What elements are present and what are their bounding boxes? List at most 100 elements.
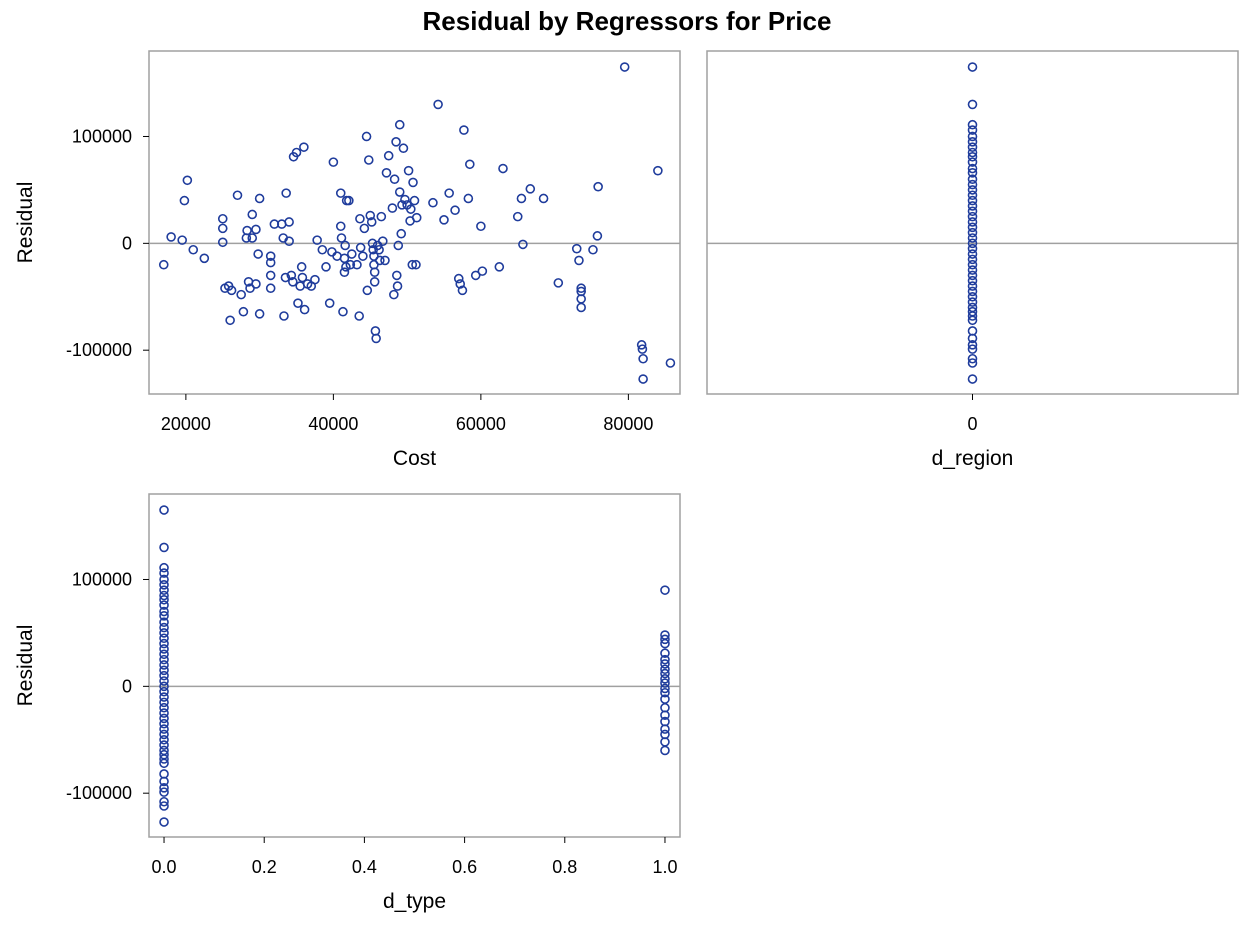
data-point xyxy=(159,580,169,590)
y-tick-label: 0 xyxy=(122,676,132,696)
data-point xyxy=(660,664,670,675)
data-point xyxy=(967,137,978,147)
data-point xyxy=(574,255,584,266)
data-point xyxy=(967,238,978,249)
data-point xyxy=(265,251,276,261)
data-point xyxy=(967,291,978,302)
data-point xyxy=(459,125,469,135)
data-point xyxy=(166,232,176,242)
data-point xyxy=(347,249,357,259)
data-point xyxy=(967,190,978,201)
data-point xyxy=(967,374,978,384)
data-point xyxy=(159,686,169,697)
data-point xyxy=(159,633,169,644)
data-point xyxy=(177,235,187,245)
data-point xyxy=(967,340,978,350)
data-point xyxy=(159,796,169,807)
data-point xyxy=(660,634,670,645)
data-point xyxy=(571,243,582,254)
y-axis-label: Residual xyxy=(14,625,37,707)
data-point xyxy=(355,213,365,224)
data-point xyxy=(365,210,376,221)
data-point xyxy=(476,221,486,232)
x-tick-label: 0 xyxy=(967,414,977,434)
data-point xyxy=(159,654,169,665)
data-point xyxy=(494,262,505,272)
data-point xyxy=(352,259,362,270)
data-point xyxy=(251,279,261,289)
data-point xyxy=(408,177,418,188)
data-point xyxy=(967,185,978,195)
data-point xyxy=(254,193,265,204)
data-point xyxy=(433,99,443,110)
panel-d-type: 0.0 0.2 0.4 0.6 0.8 1.0 -100000 0 100000 d_type Re… xyxy=(14,493,681,913)
data-point xyxy=(967,265,978,275)
data-point xyxy=(967,131,978,142)
data-point xyxy=(444,188,454,198)
data-point xyxy=(338,306,348,317)
data-point xyxy=(159,697,169,708)
data-point xyxy=(159,676,169,686)
x-tick-label: 0.2 xyxy=(252,857,277,877)
data-point xyxy=(516,193,527,204)
data-point xyxy=(967,254,978,265)
x-tick-label: 0.6 xyxy=(452,857,477,877)
data-point xyxy=(967,270,978,281)
data-point xyxy=(374,244,384,255)
data-point xyxy=(299,304,310,315)
y-tick-label: -100000 xyxy=(66,340,132,360)
data-point xyxy=(355,242,366,253)
data-point xyxy=(391,137,401,147)
data-point xyxy=(576,283,586,294)
data-point xyxy=(967,147,978,158)
data-point xyxy=(455,279,466,289)
data-point xyxy=(394,187,405,197)
data-point xyxy=(251,224,261,235)
data-point xyxy=(236,289,246,300)
data-point xyxy=(660,638,670,649)
data-point xyxy=(317,244,328,255)
data-point xyxy=(967,358,978,368)
chart-title: Residual by Regressors for Price xyxy=(422,6,832,36)
data-point xyxy=(159,734,169,745)
data-point xyxy=(660,585,670,595)
data-point xyxy=(660,659,670,669)
data-point xyxy=(159,574,169,585)
data-point xyxy=(254,309,265,319)
data-point xyxy=(576,302,586,313)
data-point xyxy=(660,687,670,698)
y-tick-label: 100000 xyxy=(72,126,132,146)
data-point xyxy=(660,724,670,734)
data-point xyxy=(354,311,364,321)
data-point xyxy=(247,209,258,220)
data-point xyxy=(159,670,169,681)
data-point xyxy=(457,285,468,296)
data-point xyxy=(265,283,276,294)
data-point xyxy=(967,195,978,206)
data-point xyxy=(366,217,377,227)
data-point xyxy=(660,654,670,665)
data-point xyxy=(293,298,303,308)
data-point xyxy=(159,622,169,633)
data-point xyxy=(265,257,276,268)
data-point xyxy=(660,668,670,679)
data-point xyxy=(407,259,418,270)
data-point xyxy=(498,163,508,174)
data-point xyxy=(660,683,670,694)
data-point xyxy=(470,270,481,281)
data-point xyxy=(660,745,670,756)
data-point xyxy=(391,270,402,281)
data-point xyxy=(358,251,368,261)
data-point xyxy=(389,289,399,300)
data-point xyxy=(660,674,670,684)
data-point xyxy=(238,306,249,317)
data-point xyxy=(159,638,169,649)
data-point xyxy=(369,277,380,287)
data-point xyxy=(967,168,978,178)
data-point xyxy=(383,150,394,161)
y-tick-label: 0 xyxy=(122,233,132,253)
data-point xyxy=(392,281,403,291)
data-point xyxy=(159,702,169,713)
data-point xyxy=(660,710,670,720)
data-point xyxy=(376,211,387,222)
